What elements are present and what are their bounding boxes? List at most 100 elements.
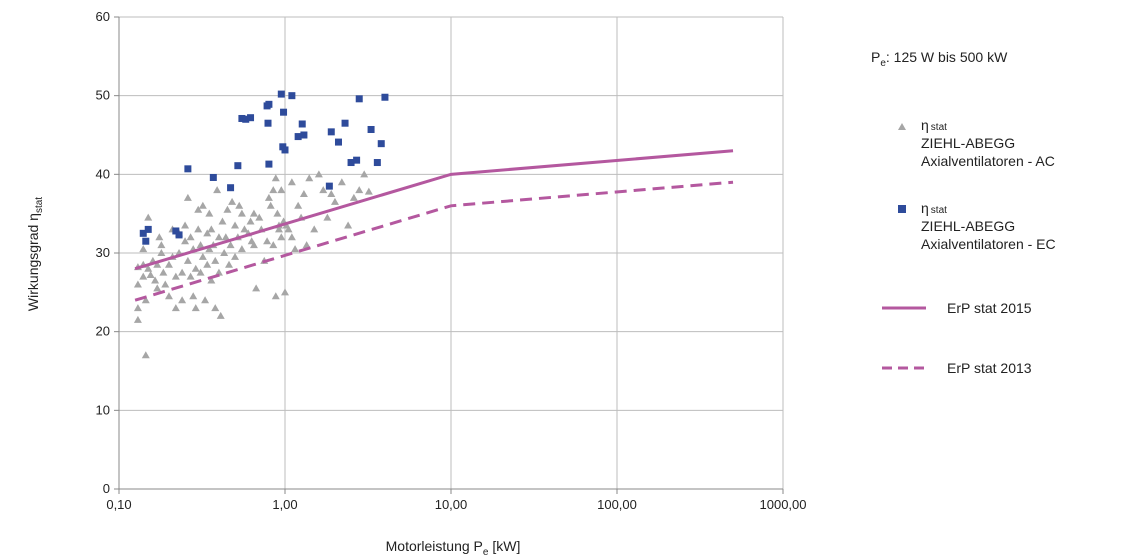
data-point-ac [221, 233, 230, 241]
data-point-ec [172, 227, 180, 235]
data-point-ac [220, 249, 229, 256]
data-point-ac [323, 213, 332, 221]
data-point-ac [203, 229, 212, 237]
x-axis-title: Motorleistung Pe [kW] [386, 538, 521, 558]
data-point-ac [337, 178, 346, 186]
data-point-ac [364, 187, 373, 195]
data-point-ac [211, 304, 220, 312]
data-point-ac [146, 271, 155, 279]
data-point-ac [240, 225, 249, 233]
data-point-ac [299, 190, 308, 197]
data-point-ac [314, 170, 323, 178]
data-point-ac [266, 201, 275, 209]
y-axis-title: Wirkungsgrad ηstat [25, 197, 45, 311]
data-point-ec [367, 125, 375, 133]
legend-item-erp2015: ErP stat 2015 [882, 300, 1032, 316]
data-point-ac [171, 272, 180, 280]
data-point-ac [181, 221, 190, 229]
data-point-ac [277, 186, 286, 194]
data-point-ac [302, 241, 311, 249]
data-point-ac [360, 170, 369, 178]
gridlines [119, 16, 784, 489]
legend-label-erp2013: ErP stat 2013 [947, 360, 1032, 376]
data-point-ec [277, 90, 285, 98]
data-point-ec [381, 93, 389, 101]
data-point-ac [287, 178, 296, 186]
legend: η stat ZIEHL-ABEGG Axialventilatoren - AC… [882, 117, 1056, 376]
data-point-ec [373, 159, 381, 167]
data-point-ac [294, 201, 303, 209]
data-point-ec [281, 146, 289, 154]
data-point-ac [271, 174, 280, 182]
data-point-ac [181, 237, 190, 245]
data-point-ac [144, 213, 153, 221]
data-point-ec [288, 92, 296, 100]
data-point-ac [207, 225, 216, 233]
data-point-ac [330, 197, 339, 205]
data-point-ac [214, 268, 223, 276]
data-point-ac [196, 268, 205, 276]
data-point-ac [246, 217, 255, 225]
data-point-ac [213, 186, 222, 194]
data-point-ac [141, 296, 150, 304]
data-point-ac [144, 264, 153, 272]
data-point-ec [265, 160, 273, 168]
data-point-ac [327, 190, 336, 197]
data-point-ec [184, 165, 192, 173]
data-point-ac [237, 209, 246, 217]
data-point-ac [218, 217, 227, 225]
data-point-ac [191, 304, 200, 312]
series [133, 90, 734, 359]
data-point-ac [228, 197, 237, 205]
data-point-ac [344, 221, 353, 229]
data-point-ac [271, 292, 280, 300]
x-tick-label: 1,00 [272, 497, 297, 512]
data-point-ec [355, 95, 363, 103]
data-point-ac [194, 225, 203, 233]
y-tick-label: 0 [103, 481, 110, 496]
data-point-ac [310, 225, 319, 233]
data-point-ec [334, 138, 342, 146]
data-point-ac [225, 260, 234, 268]
data-point-ac [305, 174, 314, 182]
data-point-ec [300, 131, 308, 139]
legend-label-ac-line1: ZIEHL-ABEGG [921, 135, 1015, 151]
data-point-ec [265, 100, 273, 108]
legend-item-erp2013: ErP stat 2013 [882, 360, 1032, 376]
data-point-ac [269, 241, 278, 249]
data-point-ac [155, 233, 164, 241]
data-point-ac [186, 272, 195, 280]
data-point-ac [178, 268, 187, 276]
data-point-ac [186, 233, 195, 241]
axes [114, 16, 784, 494]
data-point-ac [214, 233, 223, 241]
data-point-ac [231, 221, 240, 229]
data-point-ac [205, 209, 214, 217]
data-point-ac [171, 304, 180, 312]
legend-item-ec: η stat ZIEHL-ABEGG Axialventilatoren - EC [898, 200, 1056, 252]
data-point-ac [183, 193, 192, 201]
data-point-ec [294, 133, 302, 141]
data-point-ac [203, 260, 212, 268]
data-point-ac [291, 245, 300, 253]
data-point-ec [175, 231, 183, 239]
y-tick-label: 20 [96, 324, 110, 339]
data-point-ac [269, 186, 278, 194]
data-point-ec [227, 184, 235, 192]
data-point-ec [144, 225, 152, 233]
data-point-ac [157, 249, 166, 256]
data-point-ec [377, 140, 385, 148]
data-point-ac [183, 256, 192, 264]
data-point-ac [139, 272, 148, 280]
legend-label-erp2015: ErP stat 2015 [947, 300, 1032, 316]
data-point-ec [142, 237, 150, 245]
data-point-ac [151, 276, 160, 284]
data-point-ac [139, 245, 148, 253]
data-point-ac [211, 256, 220, 264]
data-point-ec [341, 119, 349, 127]
legend-item-ac: η stat ZIEHL-ABEGG Axialventilatoren - AC [898, 117, 1055, 169]
data-point-ac [349, 193, 358, 201]
series-line-erp2013 [134, 180, 734, 302]
data-point-ac [237, 245, 246, 253]
data-point-ac [153, 260, 162, 268]
